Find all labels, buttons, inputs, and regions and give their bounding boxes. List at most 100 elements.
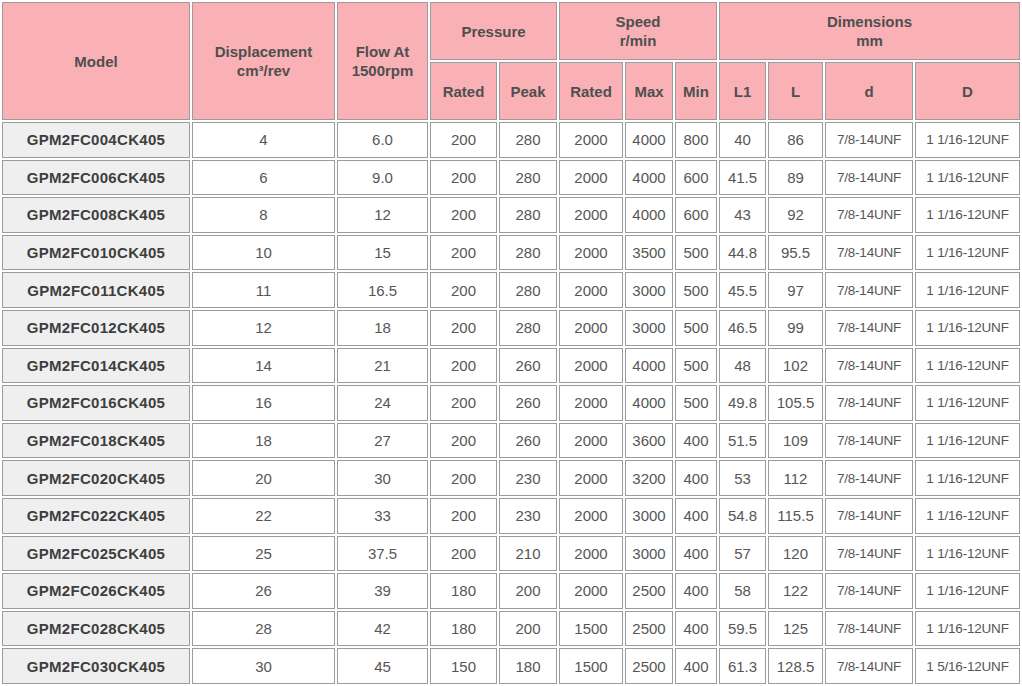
cell-dim-l1: 59.5 — [719, 611, 766, 647]
cell-flow: 21 — [337, 348, 428, 384]
cell-pressure-rated: 200 — [430, 310, 497, 346]
cell-dim-l1: 48 — [719, 348, 766, 384]
cell-model: GPM2FC008CK405 — [2, 197, 190, 233]
column-group-dimensions: Dimensions mm — [719, 2, 1020, 60]
cell-dim-l1: 58 — [719, 573, 766, 609]
cell-flow: 37.5 — [337, 536, 428, 572]
cell-speed-min: 500 — [675, 272, 717, 308]
cell-pressure-rated: 200 — [430, 122, 497, 158]
cell-dim-d: 7/8-14UNF — [825, 536, 913, 572]
cell-flow: 18 — [337, 310, 428, 346]
cell-flow: 15 — [337, 235, 428, 271]
cell-dim-d: 7/8-14UNF — [825, 122, 913, 158]
cell-speed-rated: 1500 — [559, 648, 623, 684]
cell-dim-l1: 61.3 — [719, 648, 766, 684]
pump-spec-table: Model Displacement cm³/rev Flow At 1500r… — [0, 0, 1022, 686]
cell-pressure-rated: 150 — [430, 648, 497, 684]
cell-model: GPM2FC014CK405 — [2, 348, 190, 384]
cell-speed-min: 400 — [675, 611, 717, 647]
table-row: GPM2FC014CK40514212002602000400050048102… — [2, 348, 1020, 384]
cell-dim-d: 7/8-14UNF — [825, 235, 913, 271]
cell-dim-l1: 46.5 — [719, 310, 766, 346]
column-header-model: Model — [2, 2, 190, 120]
cell-pressure-peak: 280 — [499, 310, 557, 346]
cell-displacement: 8 — [192, 197, 335, 233]
table-row: GPM2FC011CK4051116.52002802000300050045.… — [2, 272, 1020, 308]
cell-dim-d-major: 1 1/16-12UNF — [915, 385, 1020, 421]
cell-dim-l1: 49.8 — [719, 385, 766, 421]
table-header: Model Displacement cm³/rev Flow At 1500r… — [2, 2, 1020, 120]
cell-speed-min: 500 — [675, 235, 717, 271]
cell-dim-d-major: 1 1/16-12UNF — [915, 498, 1020, 534]
cell-speed-rated: 2000 — [559, 235, 623, 271]
column-header-flow: Flow At 1500rpm — [337, 2, 428, 120]
cell-speed-min: 600 — [675, 160, 717, 196]
cell-flow: 30 — [337, 460, 428, 496]
table-row: GPM2FC026CK40526391802002000250040058122… — [2, 573, 1020, 609]
cell-dim-l: 99 — [768, 310, 823, 346]
cell-speed-max: 4000 — [625, 385, 673, 421]
column-header-speed-min: Min — [675, 62, 717, 120]
cell-speed-max: 3200 — [625, 460, 673, 496]
table-row: GPM2FC028CK40528421802001500250040059.51… — [2, 611, 1020, 647]
cell-pressure-peak: 280 — [499, 160, 557, 196]
column-group-speed-line2: r/min — [620, 32, 657, 49]
column-header-dim-l: L — [768, 62, 823, 120]
cell-pressure-peak: 260 — [499, 423, 557, 459]
cell-speed-min: 400 — [675, 498, 717, 534]
table-row: GPM2FC025CK4052537.520021020003000400571… — [2, 536, 1020, 572]
cell-displacement: 20 — [192, 460, 335, 496]
cell-speed-min: 500 — [675, 385, 717, 421]
cell-pressure-peak: 210 — [499, 536, 557, 572]
cell-displacement: 18 — [192, 423, 335, 459]
cell-speed-max: 3500 — [625, 235, 673, 271]
cell-model: GPM2FC030CK405 — [2, 648, 190, 684]
column-header-pressure-peak: Peak — [499, 62, 557, 120]
cell-dim-l: 112 — [768, 460, 823, 496]
cell-flow: 6.0 — [337, 122, 428, 158]
spec-table-body: GPM2FC004CK40546.02002802000400080040867… — [2, 122, 1020, 684]
cell-dim-d-major: 1 1/16-12UNF — [915, 573, 1020, 609]
cell-pressure-peak: 260 — [499, 385, 557, 421]
cell-pressure-peak: 280 — [499, 122, 557, 158]
table-row: GPM2FC004CK40546.02002802000400080040867… — [2, 122, 1020, 158]
cell-speed-max: 3000 — [625, 272, 673, 308]
cell-dim-l: 105.5 — [768, 385, 823, 421]
cell-flow: 9.0 — [337, 160, 428, 196]
cell-dim-d: 7/8-14UNF — [825, 385, 913, 421]
column-header-dim-d-major: D — [915, 62, 1020, 120]
cell-flow: 45 — [337, 648, 428, 684]
cell-model: GPM2FC006CK405 — [2, 160, 190, 196]
cell-pressure-peak: 180 — [499, 648, 557, 684]
cell-displacement: 11 — [192, 272, 335, 308]
cell-dim-l1: 53 — [719, 460, 766, 496]
cell-speed-max: 2500 — [625, 573, 673, 609]
cell-dim-d-major: 1 1/16-12UNF — [915, 235, 1020, 271]
cell-pressure-peak: 260 — [499, 348, 557, 384]
column-header-pressure-rated: Rated — [430, 62, 497, 120]
table-row: GPM2FC022CK40522332002302000300040054.81… — [2, 498, 1020, 534]
column-header-displacement-line2: cm³/rev — [237, 62, 290, 79]
cell-speed-rated: 2000 — [559, 460, 623, 496]
table-row: GPM2FC006CK40569.02002802000400060041.58… — [2, 160, 1020, 196]
cell-dim-l1: 45.5 — [719, 272, 766, 308]
cell-flow: 27 — [337, 423, 428, 459]
header-row-groups: Model Displacement cm³/rev Flow At 1500r… — [2, 2, 1020, 60]
cell-dim-d: 7/8-14UNF — [825, 272, 913, 308]
cell-model: GPM2FC022CK405 — [2, 498, 190, 534]
column-header-flow-line2: 1500rpm — [352, 62, 414, 79]
cell-flow: 33 — [337, 498, 428, 534]
cell-speed-rated: 2000 — [559, 160, 623, 196]
cell-pressure-rated: 180 — [430, 611, 497, 647]
cell-dim-d: 7/8-14UNF — [825, 573, 913, 609]
cell-dim-l1: 57 — [719, 536, 766, 572]
table-row: GPM2FC012CK40512182002802000300050046.59… — [2, 310, 1020, 346]
cell-speed-rated: 2000 — [559, 423, 623, 459]
cell-model: GPM2FC004CK405 — [2, 122, 190, 158]
cell-speed-rated: 2000 — [559, 498, 623, 534]
cell-dim-l: 102 — [768, 348, 823, 384]
cell-dim-l1: 51.5 — [719, 423, 766, 459]
cell-speed-rated: 2000 — [559, 272, 623, 308]
cell-displacement: 22 — [192, 498, 335, 534]
cell-speed-max: 4000 — [625, 122, 673, 158]
